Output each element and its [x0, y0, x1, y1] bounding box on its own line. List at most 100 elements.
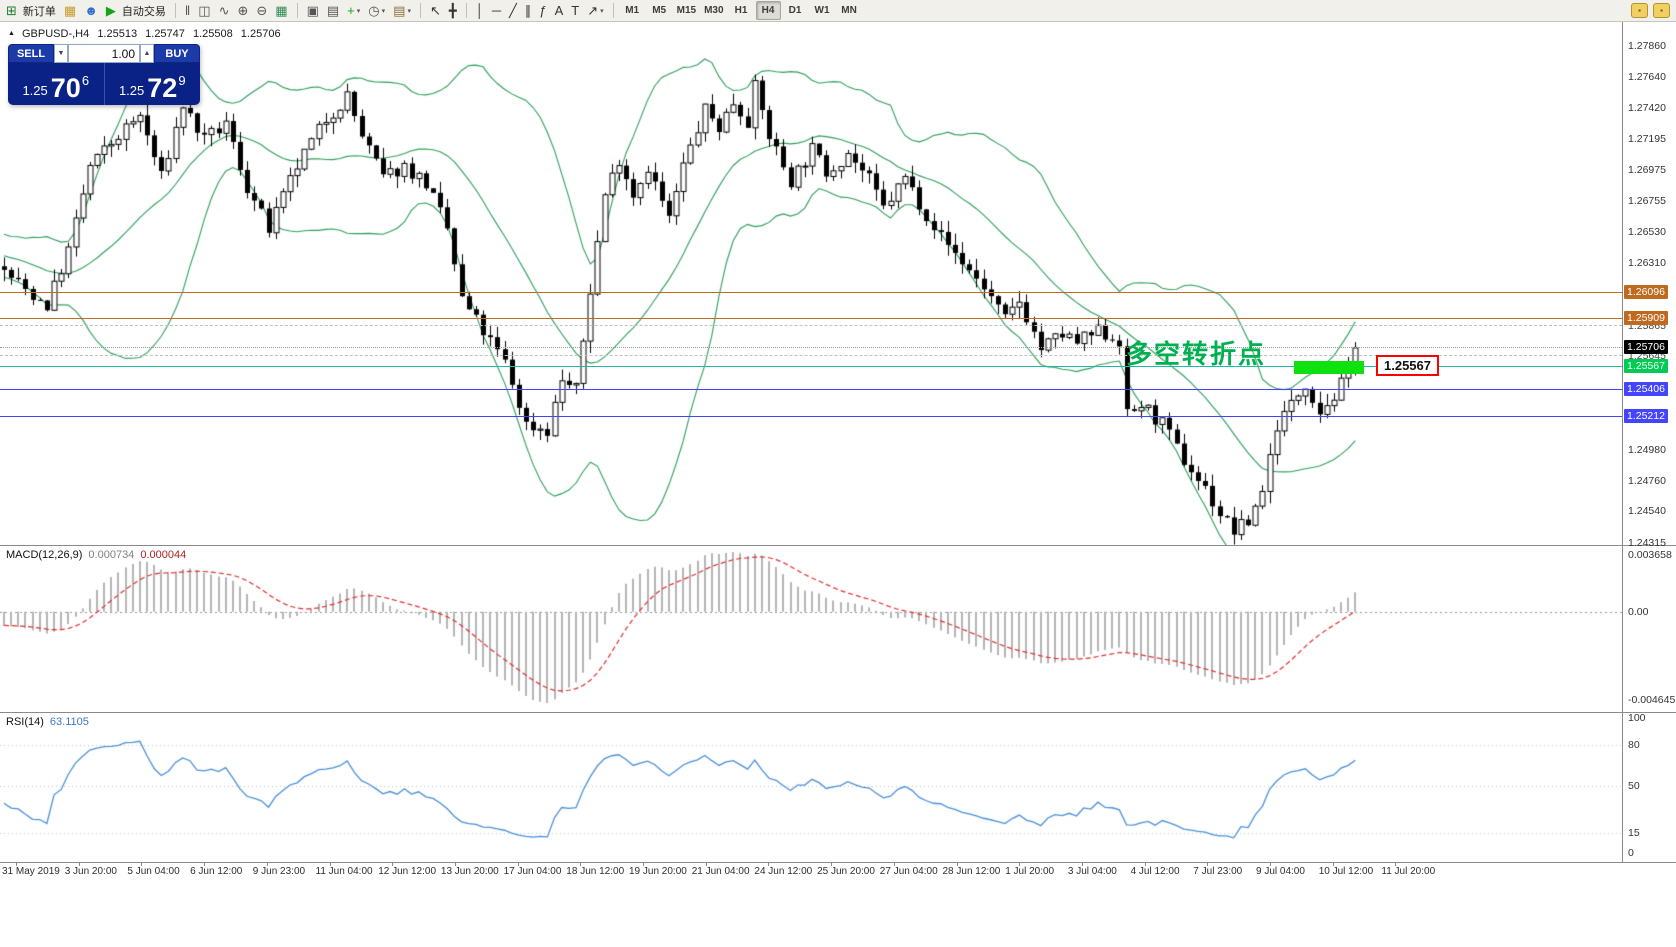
volume-down-button[interactable]: ▼ — [54, 44, 68, 63]
navigator-button[interactable]: ▤ — [324, 1, 342, 20]
time-axis-label: 4 Jul 12:00 — [1130, 866, 1180, 877]
time-axis-tick — [454, 862, 456, 866]
price-callout[interactable]: 1.25567 — [1376, 355, 1439, 376]
macd-panel-separator[interactable] — [0, 545, 1676, 546]
chat-icon[interactable]: ▪ — [1631, 3, 1648, 18]
profile-button[interactable]: ☻ — [81, 1, 101, 20]
price-scale-label: 1.27860 — [1628, 39, 1666, 52]
timeframe-H4[interactable]: H4 — [755, 1, 781, 20]
shapes-icon: ↗ — [587, 3, 599, 18]
price-line-label-1.25567: 1.25567 — [1624, 359, 1668, 374]
tile-windows-icon: ▦ — [275, 3, 288, 18]
channel-button[interactable]: ∥ — [522, 1, 535, 20]
symbol-ohlc-line: ▲ GBPUSD-,H4 1.25513 1.25747 1.25508 1.2… — [8, 28, 286, 40]
new-order-label[interactable]: 新订单 — [22, 5, 56, 18]
macd-value-signal: 0.000044 — [140, 549, 187, 561]
period-button[interactable]: ◷ ▾ — [365, 1, 388, 20]
volume-input[interactable] — [68, 44, 140, 63]
add-indicator-button[interactable]: + ▾ — [344, 1, 363, 20]
charts-button[interactable]: ▦ — [61, 1, 79, 20]
community-icon[interactable]: ▪ — [1653, 3, 1670, 18]
data-window-button[interactable]: ▣ — [304, 1, 322, 20]
highlight-rectangle[interactable] — [1294, 360, 1365, 374]
main-chart-canvas[interactable] — [0, 22, 1622, 545]
crosshair-button[interactable]: ╋ — [446, 1, 460, 20]
dropdown-caret-icon[interactable]: ▾ — [356, 7, 361, 15]
macd-name: MACD(12,26,9) — [6, 549, 83, 561]
horizontal-line-1.25406[interactable] — [0, 388, 1622, 390]
horizontal-line-icon: ─ — [491, 3, 502, 18]
time-axis-label: 17 Jun 04:00 — [503, 866, 562, 877]
sell-button[interactable]: SELL — [8, 44, 54, 63]
horizontal-line-1.25865[interactable] — [0, 324, 1622, 326]
rsi-panel-canvas[interactable] — [0, 713, 1622, 861]
autotrade-button[interactable]: ▶ — [103, 1, 119, 20]
horizontal-line-button[interactable]: ─ — [489, 1, 504, 20]
cursor-button[interactable]: ↖ — [427, 1, 444, 20]
ohlc-open: 1.25513 — [97, 28, 138, 40]
time-axis-label: 24 Jun 12:00 — [754, 866, 813, 877]
dropdown-caret-icon[interactable]: ▾ — [407, 7, 411, 15]
time-axis-label: 11 Jun 04:00 — [315, 866, 373, 877]
horizontal-line-1.25909[interactable] — [0, 318, 1622, 320]
horizontal-line-1.26096[interactable] — [0, 292, 1622, 294]
symbol-name: GBPUSD-,H4 — [22, 28, 90, 40]
fibonacci-button[interactable]: ƒ — [536, 1, 549, 20]
dropdown-caret-icon[interactable]: ▾ — [381, 7, 386, 15]
candlestick-button[interactable]: ◫ — [195, 1, 213, 20]
horizontal-line-1.25706[interactable] — [0, 346, 1622, 348]
time-axis-label: 9 Jun 23:00 — [252, 866, 306, 877]
time-axis-tick — [392, 862, 394, 866]
price-scale-label: 1.24540 — [1628, 505, 1666, 518]
price-scale[interactable] — [1622, 22, 1676, 862]
sell-price-display[interactable]: 1.25 70 6 — [8, 63, 104, 105]
time-axis-tick — [329, 862, 331, 866]
label-button[interactable]: T — [568, 1, 582, 20]
period-icon: ◷ — [368, 3, 380, 18]
shapes-button[interactable]: ↗ ▾ — [584, 1, 606, 20]
time-axis-tick — [1270, 862, 1271, 866]
zoom-out-button[interactable]: ⊖ — [253, 1, 270, 20]
timeframe-M15[interactable]: M15 — [676, 5, 697, 16]
buy-button[interactable]: BUY — [154, 44, 200, 63]
timeframe-D1[interactable]: D1 — [788, 5, 802, 16]
time-axis-label: 6 Jun 12:00 — [190, 866, 243, 877]
rsi-name: RSI(14) — [6, 716, 44, 728]
zoom-in-button[interactable]: ⊕ — [234, 1, 251, 20]
buy-price-display[interactable]: 1.25 72 9 — [103, 63, 200, 105]
time-axis-tick — [1019, 862, 1021, 866]
timeframe-MN[interactable]: MN — [841, 5, 857, 16]
dropdown-caret-icon[interactable]: ▾ — [600, 7, 604, 15]
timeframe-M5[interactable]: M5 — [652, 5, 667, 16]
volume-up-button[interactable]: ▲ — [140, 44, 154, 63]
horizontal-line-1.25212[interactable] — [0, 416, 1622, 418]
horizontal-line-1.25567[interactable] — [0, 366, 1622, 368]
autotrade-label[interactable]: 自动交易 — [121, 5, 166, 18]
timeframe-W1[interactable]: W1 — [814, 5, 830, 16]
trendline-button[interactable]: ╱ — [506, 1, 520, 20]
line-chart-button[interactable]: ∿ — [216, 1, 233, 20]
time-axis-tick — [643, 862, 644, 866]
vertical-line-button[interactable]: │ — [473, 1, 487, 20]
timeframe-M1[interactable]: M1 — [625, 5, 640, 16]
new-order-button[interactable]: ⊞ — [3, 1, 20, 20]
time-axis-label: 5 Jun 04:00 — [127, 866, 180, 877]
timeframe-M30[interactable]: M30 — [704, 5, 724, 16]
zoom-in-icon: ⊕ — [237, 3, 249, 18]
text-button[interactable]: A — [552, 1, 567, 20]
price-line-label-1.26096: 1.26096 — [1624, 285, 1668, 300]
data-window-icon: ▣ — [306, 3, 319, 18]
bars-chart-button[interactable]: ‖ — [182, 1, 193, 20]
rsi-panel-separator[interactable] — [0, 712, 1676, 713]
horizontal-line-1.25645[interactable] — [0, 355, 1622, 357]
tile-windows-button[interactable]: ▦ — [272, 1, 290, 20]
time-axis-label: 27 Jun 04:00 — [879, 866, 938, 877]
time-axis-tick — [1207, 862, 1209, 866]
time-axis-label: 11 Jul 20:00 — [1381, 866, 1436, 877]
toolbar-separator — [465, 3, 467, 18]
timeframe-H1[interactable]: H1 — [734, 5, 748, 16]
time-axis-label: 12 Jun 12:00 — [378, 866, 437, 877]
time-axis-tick — [893, 862, 895, 866]
template-button[interactable]: ▤ ▾ — [390, 1, 414, 20]
macd-panel-canvas[interactable] — [0, 546, 1622, 711]
